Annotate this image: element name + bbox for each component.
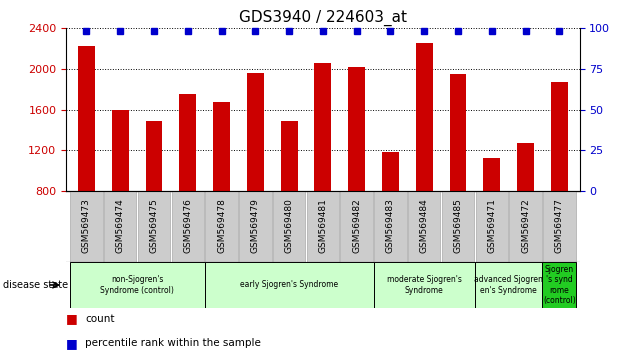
Bar	[348, 67, 365, 191]
Text: early Sjogren's Syndrome: early Sjogren's Syndrome	[240, 280, 338, 290]
Text: GSM569481: GSM569481	[318, 198, 328, 253]
Text: ■: ■	[66, 337, 78, 350]
Bar	[205, 191, 238, 262]
Text: GSM569483: GSM569483	[386, 198, 395, 253]
Bar	[104, 191, 137, 262]
Text: advanced Sjogren
en's Syndrome: advanced Sjogren en's Syndrome	[474, 275, 543, 295]
Text: GSM569482: GSM569482	[352, 198, 361, 252]
Bar	[382, 153, 399, 191]
Bar	[314, 63, 331, 191]
Bar	[307, 191, 339, 262]
Bar	[476, 191, 508, 262]
Text: GSM569480: GSM569480	[285, 198, 294, 253]
Bar	[112, 110, 129, 191]
Bar	[213, 102, 230, 191]
Text: GSM569472: GSM569472	[521, 198, 530, 252]
Bar	[239, 191, 272, 262]
Bar	[517, 143, 534, 191]
Bar	[475, 262, 542, 308]
Bar	[442, 191, 474, 262]
Bar	[146, 121, 163, 191]
Bar	[171, 191, 204, 262]
Bar	[280, 121, 297, 191]
Text: disease state: disease state	[3, 280, 68, 290]
Text: ■: ■	[66, 312, 78, 325]
Text: percentile rank within the sample: percentile rank within the sample	[85, 338, 261, 348]
Bar	[542, 262, 576, 308]
Text: GSM569471: GSM569471	[487, 198, 496, 253]
Bar	[273, 191, 306, 262]
Bar	[408, 191, 440, 262]
Bar	[450, 74, 466, 191]
Bar	[78, 46, 95, 191]
Text: GSM569479: GSM569479	[251, 198, 260, 253]
Text: Sjogren
's synd
rome
(control): Sjogren 's synd rome (control)	[543, 265, 576, 305]
Text: GSM569474: GSM569474	[116, 198, 125, 252]
Bar	[138, 191, 170, 262]
Text: GSM569484: GSM569484	[420, 198, 428, 252]
Bar	[374, 262, 475, 308]
Title: GDS3940 / 224603_at: GDS3940 / 224603_at	[239, 9, 407, 25]
Bar	[509, 191, 542, 262]
Bar	[543, 191, 576, 262]
Text: GSM569475: GSM569475	[149, 198, 159, 253]
Text: non-Sjogren's
Syndrome (control): non-Sjogren's Syndrome (control)	[100, 275, 174, 295]
Text: GSM569477: GSM569477	[555, 198, 564, 253]
Bar	[247, 73, 264, 191]
Text: GSM569478: GSM569478	[217, 198, 226, 253]
Bar	[180, 95, 196, 191]
Text: GSM569473: GSM569473	[82, 198, 91, 253]
Bar	[483, 158, 500, 191]
Text: GSM569485: GSM569485	[454, 198, 462, 253]
Bar	[70, 191, 103, 262]
Bar	[551, 82, 568, 191]
Bar	[340, 191, 373, 262]
Text: GSM569476: GSM569476	[183, 198, 192, 253]
Text: moderate Sjogren's
Syndrome: moderate Sjogren's Syndrome	[387, 275, 462, 295]
Bar	[416, 42, 433, 191]
Bar	[205, 262, 374, 308]
Bar	[69, 262, 205, 308]
Text: count: count	[85, 314, 115, 324]
Bar	[374, 191, 406, 262]
